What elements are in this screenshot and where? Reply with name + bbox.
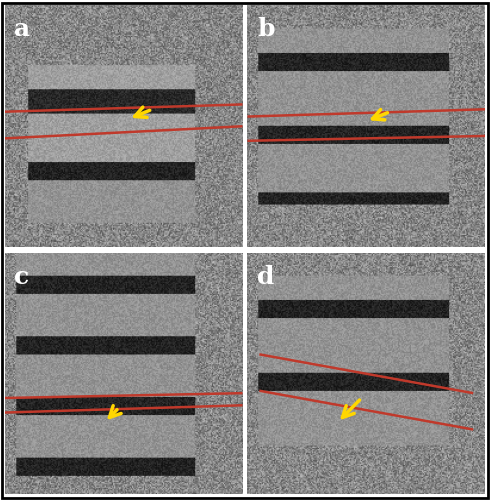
Text: b: b — [257, 17, 274, 41]
Text: c: c — [14, 264, 29, 288]
Text: a: a — [14, 17, 30, 41]
Text: d: d — [257, 264, 274, 288]
